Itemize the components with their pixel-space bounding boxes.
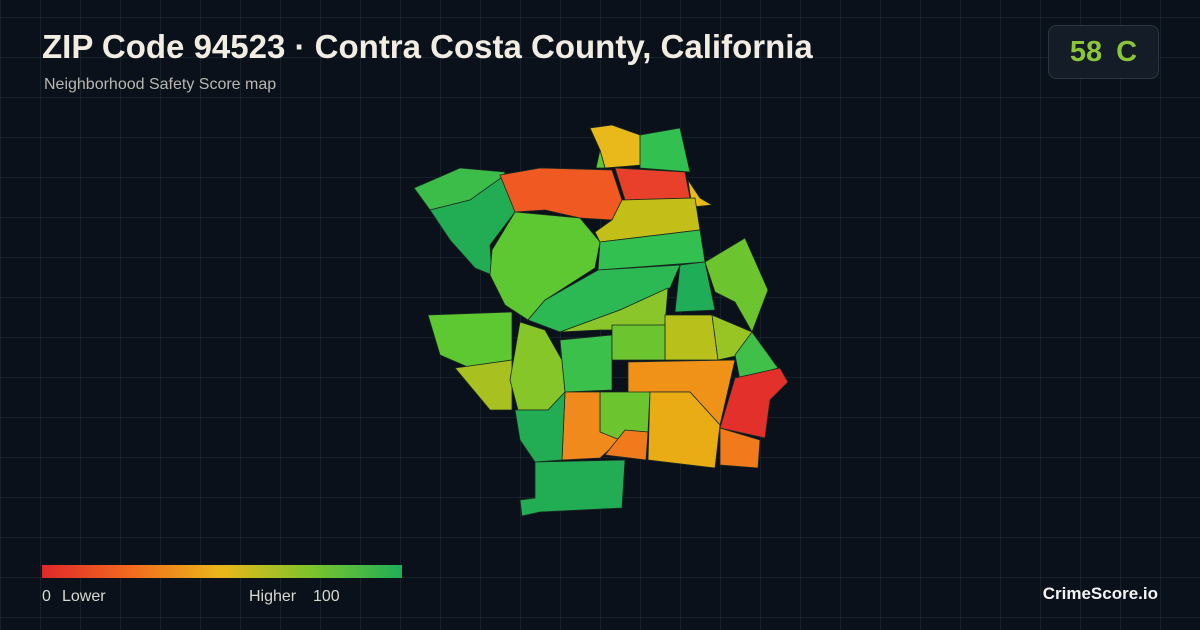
neighborhoods <box>413 124 789 517</box>
area <box>647 391 721 469</box>
area <box>604 429 649 461</box>
legend-max: 100 <box>313 588 340 605</box>
area <box>614 167 691 201</box>
area <box>429 174 516 276</box>
brand: CrimeScore.io <box>1042 584 1158 603</box>
subtitle: Neighborhood Safety Score map <box>44 76 277 93</box>
legend-gradient <box>42 565 402 578</box>
area <box>427 311 513 369</box>
area <box>509 321 566 411</box>
area <box>639 127 691 173</box>
area <box>664 314 719 361</box>
score-badge: 58 C <box>1048 25 1159 79</box>
area <box>514 390 566 463</box>
area <box>674 261 716 313</box>
score-grade: C <box>1116 35 1138 68</box>
area <box>454 359 513 411</box>
score-value: 58 <box>1069 35 1103 68</box>
area <box>559 334 613 393</box>
legend-max-label: Higher <box>249 588 297 605</box>
area <box>719 427 761 469</box>
area <box>519 459 626 517</box>
area <box>611 324 666 361</box>
legend-min: 0 <box>42 588 51 605</box>
title: ZIP Code 94523 · Contra Costa County, Ca… <box>42 28 813 65</box>
legend-min-label: Lower <box>62 588 106 605</box>
area <box>595 149 606 169</box>
